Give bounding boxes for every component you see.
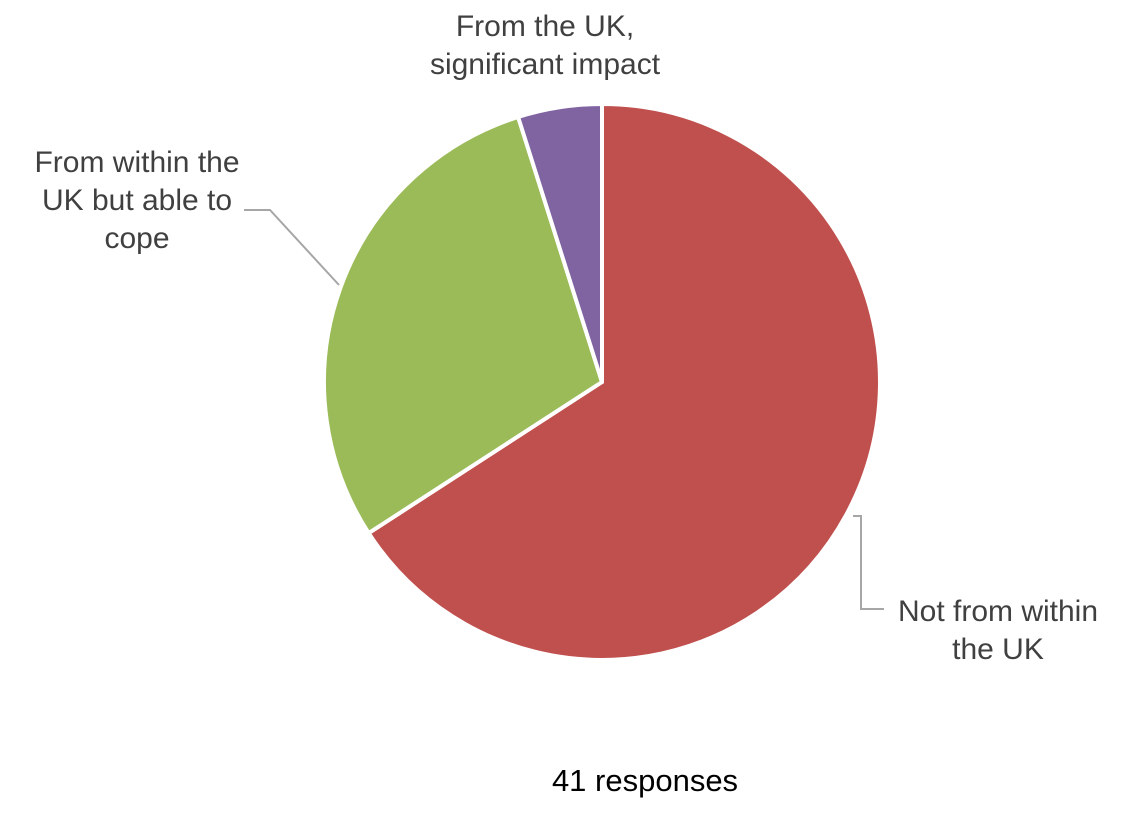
leader-line-from-within-the-uk-but-able-to-cope: [244, 209, 340, 286]
pie-slice-not-from-within-the-uk: [366, 102, 882, 662]
label-from-within-the-uk-but-able-to-cope: From within the UK but able to cope: [34, 146, 239, 255]
label-from-the-uk-significant-impact: From the UK, significant impact: [430, 10, 661, 81]
label-not-from-within-the-uk: Not from within the UK: [898, 595, 1098, 666]
leader-lines: [244, 209, 884, 610]
slice-labels: Not from within the UK From within the UK b…: [34, 10, 1098, 666]
response-count-note: 41 responses: [552, 763, 738, 798]
pie-slice-from-within-the-uk-but-able-to-cope: [322, 114, 604, 536]
leader-line-not-from-within-the-uk: [853, 515, 884, 610]
pie-slices: [322, 102, 882, 662]
pie-slice-from-the-uk-significant-impact: [516, 102, 604, 384]
